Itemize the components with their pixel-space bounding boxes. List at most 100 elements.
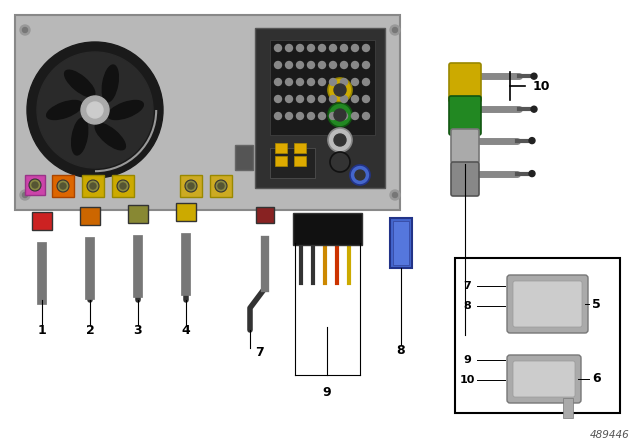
Bar bbox=[180, 175, 202, 197]
Bar bbox=[256, 207, 274, 223]
Bar bbox=[270, 148, 315, 178]
Bar bbox=[255, 28, 385, 188]
Bar bbox=[275, 156, 287, 166]
Bar bbox=[235, 145, 253, 170]
Circle shape bbox=[307, 78, 314, 86]
Circle shape bbox=[328, 78, 352, 102]
Circle shape bbox=[307, 95, 314, 103]
Circle shape bbox=[87, 102, 103, 118]
Circle shape bbox=[296, 78, 303, 86]
Circle shape bbox=[340, 95, 348, 103]
Circle shape bbox=[351, 78, 358, 86]
Circle shape bbox=[328, 128, 352, 152]
Circle shape bbox=[218, 183, 224, 189]
Circle shape bbox=[319, 78, 326, 86]
Circle shape bbox=[87, 180, 99, 192]
Text: 8: 8 bbox=[397, 344, 405, 357]
Text: 4: 4 bbox=[182, 323, 190, 336]
Circle shape bbox=[340, 44, 348, 52]
Circle shape bbox=[362, 112, 369, 120]
Bar bbox=[25, 175, 45, 195]
Circle shape bbox=[351, 95, 358, 103]
FancyBboxPatch shape bbox=[507, 355, 581, 403]
Circle shape bbox=[275, 61, 282, 69]
Circle shape bbox=[275, 78, 282, 86]
Text: 7: 7 bbox=[255, 345, 264, 358]
Circle shape bbox=[334, 84, 346, 96]
Bar bbox=[15, 15, 400, 210]
Circle shape bbox=[319, 95, 326, 103]
Circle shape bbox=[340, 78, 348, 86]
Circle shape bbox=[296, 112, 303, 120]
Text: 7: 7 bbox=[463, 281, 471, 291]
Circle shape bbox=[351, 44, 358, 52]
Text: 5: 5 bbox=[592, 297, 601, 310]
Circle shape bbox=[20, 25, 30, 35]
Circle shape bbox=[319, 61, 326, 69]
Text: 9: 9 bbox=[463, 355, 471, 365]
Circle shape bbox=[330, 61, 337, 69]
FancyBboxPatch shape bbox=[449, 96, 481, 135]
Text: 3: 3 bbox=[134, 323, 142, 336]
Circle shape bbox=[215, 180, 227, 192]
Circle shape bbox=[350, 165, 370, 185]
Circle shape bbox=[362, 78, 369, 86]
Bar bbox=[270, 40, 375, 135]
FancyBboxPatch shape bbox=[293, 213, 362, 245]
Circle shape bbox=[330, 95, 337, 103]
Circle shape bbox=[120, 183, 126, 189]
Circle shape bbox=[334, 109, 346, 121]
Ellipse shape bbox=[95, 123, 125, 150]
Circle shape bbox=[285, 44, 292, 52]
Circle shape bbox=[285, 78, 292, 86]
Ellipse shape bbox=[47, 100, 82, 120]
Bar bbox=[563, 398, 573, 418]
Bar bbox=[455, 258, 620, 413]
FancyBboxPatch shape bbox=[513, 281, 582, 327]
Circle shape bbox=[188, 183, 194, 189]
Circle shape bbox=[319, 44, 326, 52]
Circle shape bbox=[392, 27, 397, 33]
Circle shape bbox=[330, 78, 337, 86]
Circle shape bbox=[20, 190, 30, 200]
Text: 1: 1 bbox=[38, 323, 46, 336]
Text: 9: 9 bbox=[323, 385, 332, 399]
Bar bbox=[82, 175, 104, 197]
Bar bbox=[128, 205, 148, 223]
Circle shape bbox=[37, 52, 153, 168]
Circle shape bbox=[185, 180, 197, 192]
Bar bbox=[275, 143, 287, 153]
Circle shape bbox=[330, 44, 337, 52]
Circle shape bbox=[362, 61, 369, 69]
Circle shape bbox=[90, 183, 96, 189]
Circle shape bbox=[22, 27, 28, 33]
Ellipse shape bbox=[102, 65, 118, 102]
Circle shape bbox=[81, 96, 109, 124]
Bar bbox=[393, 221, 409, 265]
Circle shape bbox=[529, 138, 535, 144]
Circle shape bbox=[285, 112, 292, 120]
FancyBboxPatch shape bbox=[449, 63, 481, 102]
FancyBboxPatch shape bbox=[513, 361, 575, 397]
Circle shape bbox=[351, 61, 358, 69]
FancyBboxPatch shape bbox=[451, 129, 479, 163]
Circle shape bbox=[529, 171, 535, 177]
Circle shape bbox=[57, 180, 69, 192]
Circle shape bbox=[392, 193, 397, 198]
Circle shape bbox=[307, 61, 314, 69]
Circle shape bbox=[296, 95, 303, 103]
FancyBboxPatch shape bbox=[507, 275, 588, 333]
Circle shape bbox=[60, 183, 66, 189]
Circle shape bbox=[330, 112, 337, 120]
Circle shape bbox=[27, 42, 163, 178]
Circle shape bbox=[285, 61, 292, 69]
Circle shape bbox=[285, 95, 292, 103]
Circle shape bbox=[362, 44, 369, 52]
Text: 489446: 489446 bbox=[590, 430, 630, 440]
Bar bbox=[176, 203, 196, 221]
Ellipse shape bbox=[108, 100, 143, 120]
Circle shape bbox=[334, 134, 346, 146]
Bar bbox=[112, 175, 134, 197]
Circle shape bbox=[29, 179, 41, 191]
Bar bbox=[52, 175, 74, 197]
